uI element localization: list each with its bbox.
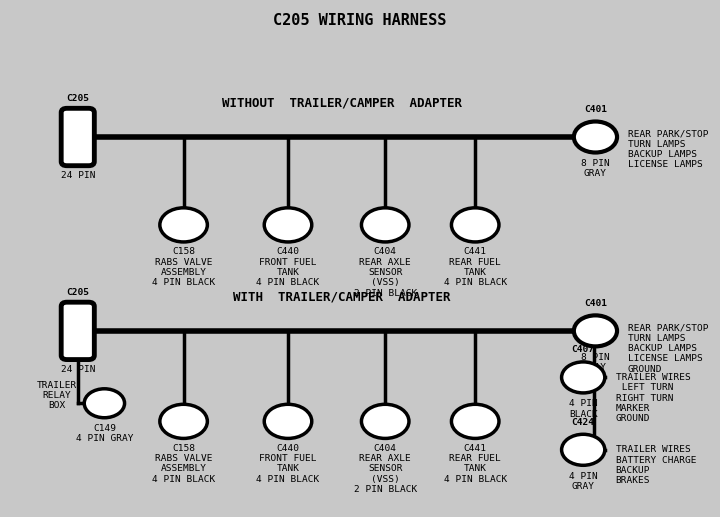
Text: TRAILER WIRES
 LEFT TURN
RIGHT TURN
MARKER
GROUND: TRAILER WIRES LEFT TURN RIGHT TURN MARKE… — [616, 373, 690, 423]
Circle shape — [361, 208, 409, 242]
Text: TRAILER WIRES
BATTERY CHARGE
BACKUP
BRAKES: TRAILER WIRES BATTERY CHARGE BACKUP BRAK… — [616, 445, 696, 485]
Circle shape — [160, 404, 207, 438]
Text: C401: C401 — [584, 299, 607, 308]
Text: WITH  TRAILER/CAMPER  ADAPTER: WITH TRAILER/CAMPER ADAPTER — [233, 291, 451, 304]
Text: C424: C424 — [572, 418, 595, 427]
Text: C401: C401 — [584, 105, 607, 114]
Text: C440
FRONT FUEL
TANK
4 PIN BLACK: C440 FRONT FUEL TANK 4 PIN BLACK — [256, 444, 320, 484]
FancyBboxPatch shape — [61, 302, 94, 360]
Text: REAR PARK/STOP
TURN LAMPS
BACKUP LAMPS
LICENSE LAMPS
GROUND: REAR PARK/STOP TURN LAMPS BACKUP LAMPS L… — [628, 323, 708, 374]
Text: C441
REAR FUEL
TANK
4 PIN BLACK: C441 REAR FUEL TANK 4 PIN BLACK — [444, 444, 507, 484]
Text: 4 PIN
BLACK: 4 PIN BLACK — [569, 399, 598, 419]
Text: TRAILER
RELAY
BOX: TRAILER RELAY BOX — [37, 381, 77, 410]
Text: 8 PIN
GRAY: 8 PIN GRAY — [581, 159, 610, 178]
Text: WITHOUT  TRAILER/CAMPER  ADAPTER: WITHOUT TRAILER/CAMPER ADAPTER — [222, 97, 462, 110]
FancyBboxPatch shape — [61, 109, 94, 165]
Text: C205: C205 — [66, 94, 89, 103]
Text: C158
RABS VALVE
ASSEMBLY
4 PIN BLACK: C158 RABS VALVE ASSEMBLY 4 PIN BLACK — [152, 444, 215, 484]
Text: C440
FRONT FUEL
TANK
4 PIN BLACK: C440 FRONT FUEL TANK 4 PIN BLACK — [256, 247, 320, 287]
Text: 24 PIN: 24 PIN — [60, 171, 95, 180]
Circle shape — [84, 389, 125, 418]
Text: C205 WIRING HARNESS: C205 WIRING HARNESS — [274, 13, 446, 28]
Circle shape — [574, 315, 617, 346]
Circle shape — [562, 434, 605, 465]
Circle shape — [264, 208, 312, 242]
Circle shape — [264, 404, 312, 438]
Circle shape — [562, 362, 605, 393]
Circle shape — [160, 208, 207, 242]
Text: C404
REAR AXLE
SENSOR
(VSS)
2 PIN BLACK: C404 REAR AXLE SENSOR (VSS) 2 PIN BLACK — [354, 247, 417, 298]
Text: 24 PIN: 24 PIN — [60, 365, 95, 374]
Circle shape — [451, 404, 499, 438]
Text: C407: C407 — [572, 345, 595, 354]
Text: 8 PIN
GRAY: 8 PIN GRAY — [581, 353, 610, 372]
Text: 4 PIN
GRAY: 4 PIN GRAY — [569, 472, 598, 491]
Text: C441
REAR FUEL
TANK
4 PIN BLACK: C441 REAR FUEL TANK 4 PIN BLACK — [444, 247, 507, 287]
Circle shape — [574, 121, 617, 153]
Text: C404
REAR AXLE
SENSOR
(VSS)
2 PIN BLACK: C404 REAR AXLE SENSOR (VSS) 2 PIN BLACK — [354, 444, 417, 494]
Text: C149
4 PIN GRAY: C149 4 PIN GRAY — [76, 424, 133, 444]
Text: C158
RABS VALVE
ASSEMBLY
4 PIN BLACK: C158 RABS VALVE ASSEMBLY 4 PIN BLACK — [152, 247, 215, 287]
Circle shape — [451, 208, 499, 242]
Text: REAR PARK/STOP
TURN LAMPS
BACKUP LAMPS
LICENSE LAMPS: REAR PARK/STOP TURN LAMPS BACKUP LAMPS L… — [628, 129, 708, 170]
Text: C205: C205 — [66, 288, 89, 297]
Circle shape — [361, 404, 409, 438]
